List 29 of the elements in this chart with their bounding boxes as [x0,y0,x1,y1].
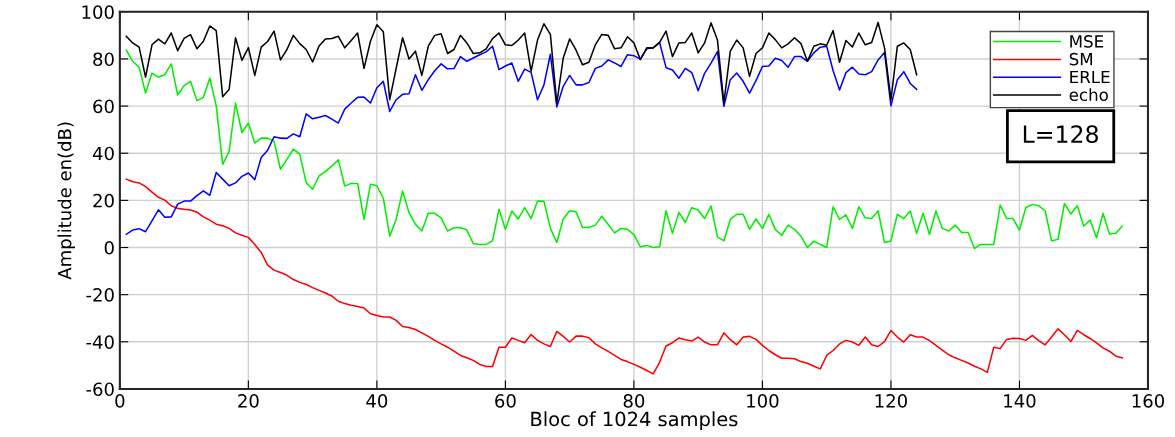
y-tick-label: 20 [93,193,114,208]
y-tick-label: 100 [82,5,114,19]
x-tick-label: 120 [875,394,907,408]
y-tick-label: 60 [93,99,114,114]
x-tick-label: 100 [747,394,779,408]
y-tick-label: -20 [86,288,114,302]
y-tick-label: 40 [92,146,114,161]
x-tick-label: 140 [1004,394,1036,408]
y-tick-label: -40 [86,335,114,349]
legend-label: SM [1069,52,1093,66]
line-series [125,41,918,236]
line-series [125,178,1124,375]
x-tick-label: 40 [366,394,388,408]
legend-label: MSE [1070,35,1104,48]
x-tick-label: 80 [623,394,645,408]
legend-label: echo [1069,88,1108,102]
y-tick-label: 0 [104,240,114,255]
x-tick-label: 160 [1132,394,1165,408]
x-axis-title: Bloc of 1024 samples [531,411,738,431]
line-series [125,49,1124,250]
x-tick-label: 20 [238,394,259,408]
y-tick-label: 80 [93,52,114,67]
annotation: L=128 [1023,125,1098,144]
y-tick-label: -60 [86,382,114,397]
y-axis-title: Amplitude en(dB) [57,122,75,280]
legend-label: ERLE [1070,70,1110,84]
line-series [125,21,918,104]
x-tick-label: 0 [115,394,125,408]
x-tick-label: 60 [495,394,516,408]
